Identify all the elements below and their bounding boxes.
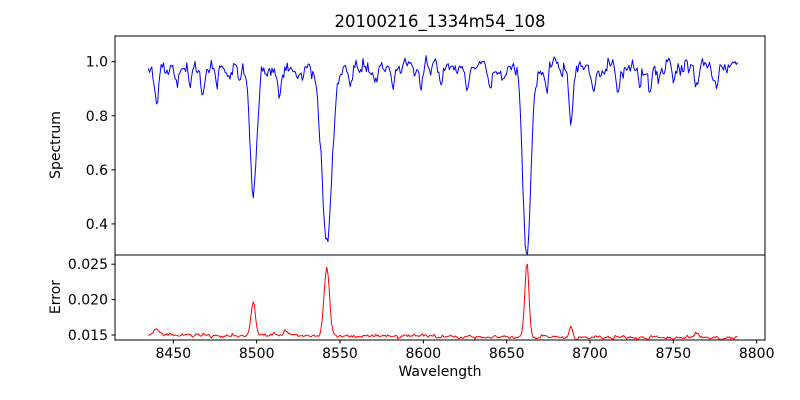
error-line <box>148 263 738 340</box>
error-y-tick-label: 0.020 <box>68 293 108 309</box>
x-tick-label: 8450 <box>156 346 192 362</box>
spectrum-y-tick-label: 0.6 <box>86 163 108 179</box>
error-panel-frame <box>114 254 766 341</box>
x-tick-label: 8650 <box>489 346 525 362</box>
error-y-tick-label: 0.015 <box>68 328 108 344</box>
x-tick-label: 8600 <box>406 346 442 362</box>
x-tick-label: 8800 <box>739 346 775 362</box>
x-tick-label: 8550 <box>322 346 358 362</box>
x-tick-label: 8750 <box>656 346 692 362</box>
x-tick-label: 8700 <box>572 346 608 362</box>
spectrum-y-tick-label: 1.0 <box>86 55 108 71</box>
spectrum-line <box>147 55 738 255</box>
spectrum-y-tick-label: 0.4 <box>86 217 108 233</box>
error-y-tick-label: 0.025 <box>68 257 108 273</box>
spectrum-y-tick-label: 0.8 <box>86 109 108 125</box>
x-tick-label: 8500 <box>239 346 275 362</box>
x-axis-label: Wavelength <box>398 364 482 380</box>
chart-title: 20100216_1334m54_108 <box>334 12 546 31</box>
